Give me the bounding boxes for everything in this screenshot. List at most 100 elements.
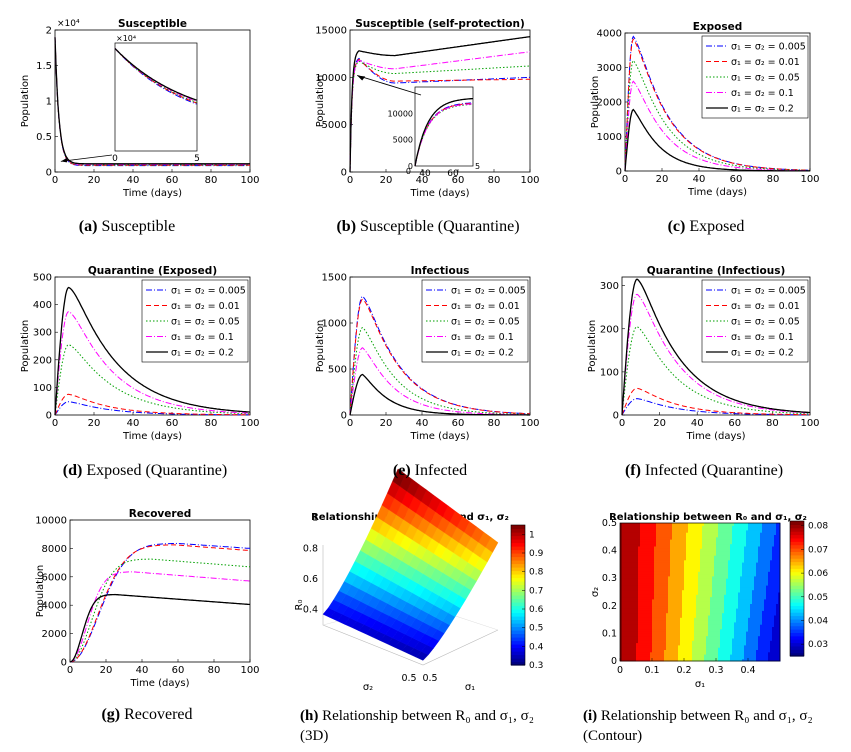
contour-cell — [706, 546, 709, 549]
contour-cell — [756, 536, 759, 540]
contour-cell — [704, 550, 707, 554]
contour-cell — [712, 628, 715, 632]
contour-cell — [684, 633, 687, 637]
contour-cell — [736, 624, 739, 627]
contour-cell — [706, 594, 709, 598]
contour-cell — [734, 587, 737, 591]
contour-cell — [694, 640, 697, 644]
contour-cell — [676, 585, 679, 588]
contour-cell — [632, 534, 635, 538]
y-tick-label: 2000 — [597, 98, 622, 109]
contour-cell — [654, 575, 657, 579]
contour-cell — [766, 642, 769, 646]
contour-cell — [716, 594, 719, 598]
contour-cell — [754, 529, 757, 533]
contour-cell — [704, 534, 707, 538]
contour-cell — [722, 654, 725, 657]
contour-cell — [738, 649, 741, 653]
contour-cell — [738, 571, 741, 575]
contour-cell — [742, 592, 745, 595]
contour-cell — [640, 555, 643, 558]
contour-cell — [722, 564, 725, 568]
contour-cell — [638, 656, 641, 660]
contour-cell — [766, 603, 769, 607]
contour-cell — [624, 649, 627, 653]
contour-cell — [654, 656, 657, 660]
contour-cell — [696, 626, 699, 630]
contour-cell — [660, 596, 663, 600]
colorbar-band — [511, 528, 525, 533]
contour-cell — [766, 552, 769, 556]
contour-cell — [672, 587, 675, 591]
contour-cell — [708, 566, 711, 570]
colorbar-band — [511, 602, 525, 607]
contour-cell — [624, 626, 627, 630]
contour-cell — [760, 596, 763, 600]
contour-cell — [750, 631, 753, 634]
contour-cell — [706, 536, 709, 540]
contour-cell — [762, 587, 765, 591]
contour-cell — [652, 546, 655, 549]
contour-cell — [720, 566, 723, 570]
contour-cell — [628, 573, 631, 577]
contour-cell — [628, 638, 631, 641]
contour-cell — [766, 608, 769, 611]
contour-cell — [654, 536, 657, 540]
contour-cell — [670, 525, 673, 529]
contour-cell — [760, 642, 763, 646]
contour-cell — [734, 603, 737, 607]
contour-cell — [674, 628, 677, 632]
contour-cell — [652, 596, 655, 600]
contour-cell — [762, 580, 765, 584]
contour-cell — [620, 592, 623, 595]
contour-cell — [682, 534, 685, 538]
contour-cell — [682, 566, 685, 570]
contour-cell — [666, 649, 669, 653]
contour-cell — [690, 580, 693, 584]
contour-cell — [656, 598, 659, 602]
contour-cell — [662, 640, 665, 644]
contour-cell — [736, 580, 739, 584]
contour-cell — [622, 589, 625, 593]
contour-cell — [680, 548, 683, 552]
contour-cell — [648, 543, 651, 547]
contour-cell — [630, 601, 633, 604]
contour-cell — [726, 626, 729, 630]
x-tick-label: 100 — [520, 418, 539, 429]
contour-cell — [622, 592, 625, 595]
contour-cell — [628, 523, 631, 526]
contour-cell — [750, 527, 753, 531]
contour-cell — [634, 585, 637, 588]
contour-cell — [660, 534, 663, 538]
contour-cell — [668, 598, 671, 602]
contour-cell — [670, 529, 673, 533]
contour-cell — [764, 592, 767, 595]
contour-cell — [622, 610, 625, 614]
contour-cell — [622, 612, 625, 616]
contour-cell — [742, 603, 745, 607]
contour-cell — [656, 621, 659, 625]
contour-cell — [632, 578, 635, 581]
contour-cell — [670, 626, 673, 630]
contour-cell — [744, 631, 747, 634]
contour-cell — [758, 651, 761, 655]
contour-cell — [662, 658, 665, 662]
contour-cell — [652, 633, 655, 637]
contour-cell — [684, 578, 687, 581]
contour-cell — [720, 610, 723, 614]
contour-cell — [724, 638, 727, 641]
contour-cell — [666, 575, 669, 579]
contour-cell — [744, 529, 747, 533]
contour-cell — [730, 610, 733, 614]
contour-cell — [638, 557, 641, 561]
contour-cell — [692, 555, 695, 558]
contour-cell — [690, 585, 693, 588]
contour-cell — [660, 523, 663, 526]
contour-cell — [708, 573, 711, 577]
contour-cell — [672, 617, 675, 621]
contour-cell — [666, 615, 669, 618]
contour-cell — [724, 624, 727, 627]
contour-cell — [686, 651, 689, 655]
contour-cell — [702, 529, 705, 533]
contour-cell — [670, 656, 673, 660]
